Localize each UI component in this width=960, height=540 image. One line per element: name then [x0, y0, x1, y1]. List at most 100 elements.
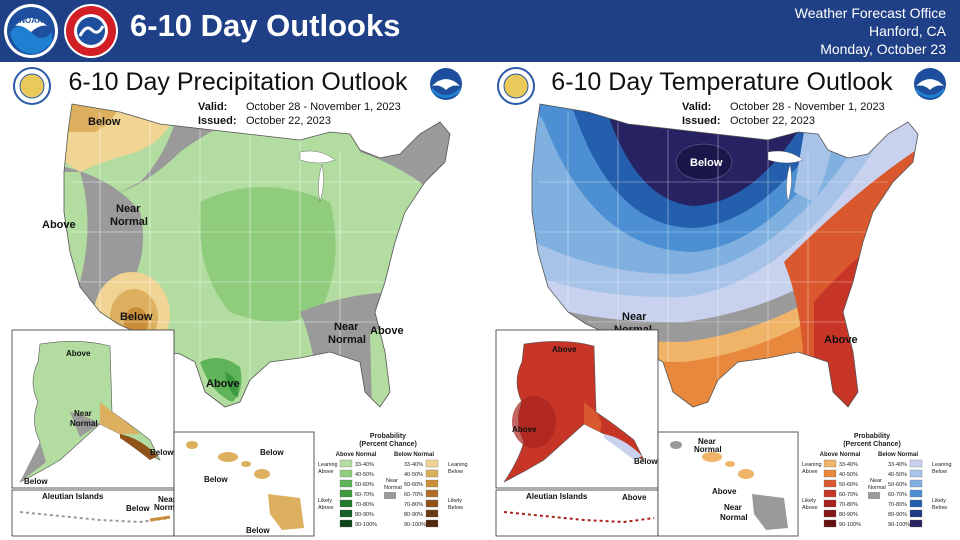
doc-seal-icon	[13, 67, 51, 105]
temp-hi-label-normal2: Normal	[720, 513, 748, 522]
precip-legend-above-range: 50-60%	[355, 482, 374, 488]
temp-legend-below-header: Below Normal	[878, 452, 918, 458]
temp-legend-leaning-above2: Above	[802, 469, 818, 475]
precip-legend-above-swatch	[339, 469, 353, 478]
temp-legend-leaning-above1: Leaning	[802, 462, 822, 468]
precip-label-normal: Normal	[110, 216, 148, 228]
precip-label-above-se: Above	[370, 325, 404, 337]
temp-legend-below-swatch	[909, 499, 923, 508]
precip-legend-above-header: Above Normal	[336, 452, 377, 458]
temp-valid-label: Valid:	[682, 101, 712, 113]
precip-valid-label: Valid:	[198, 101, 228, 113]
precip-legend-below-swatch	[425, 499, 439, 508]
temp-legend-below-swatch	[909, 509, 923, 518]
precip-map: Below Above Near Normal Below Above Near…	[11, 67, 468, 537]
temp-legend-below-swatch	[909, 469, 923, 478]
precip-issued-label: Issued:	[198, 115, 237, 127]
temp-legend-above-range: 40-50%	[839, 472, 858, 478]
precip-legend-near-swatch	[384, 492, 396, 499]
temp-legend-above-swatch	[823, 459, 837, 468]
temp-legend-above-swatch	[823, 519, 837, 528]
temp-legend-above-range: 90-100%	[839, 522, 861, 528]
precip-legend-likely-above1: Likely	[318, 498, 332, 504]
precip-legend-below-range: 70-80%	[404, 502, 423, 508]
temp-legend-above-range: 33-40%	[839, 462, 858, 468]
temp-legend-near2: Normal	[868, 485, 886, 491]
temp-valid: Valid: October 28 - November 1, 2023	[682, 101, 885, 113]
precip-legend-above-range: 90-100%	[355, 522, 377, 528]
noaa-small-logo	[430, 68, 462, 100]
precip-aleutian-title: Aleutian Islands	[42, 492, 104, 501]
precip-legend-above-range: 80-90%	[355, 512, 374, 518]
temp-aleutian-above: Above	[622, 493, 647, 502]
temp-legend-near-swatch	[868, 492, 880, 499]
precip-ak-label-below-se: Below	[150, 448, 174, 457]
precip-ak-label-below-w: Below	[24, 477, 48, 486]
precip-aleutian-below: Below	[126, 504, 150, 513]
precip-legend-title2: (Percent Chance)	[359, 441, 417, 448]
precip-issued-date: October 22, 2023	[246, 115, 332, 127]
precip-ak-label-near: Near	[74, 409, 92, 418]
temp-issued: Issued: October 22, 2023	[682, 115, 815, 127]
temp-legend-above-swatch	[823, 499, 837, 508]
precip-legend-below-swatch	[425, 519, 439, 528]
temp-legend-likely-above2: Above	[802, 505, 818, 511]
temp-legend-above-swatch	[823, 489, 837, 498]
temp-legend-below-swatch	[909, 459, 923, 468]
precip-label-below-sw: Below	[120, 311, 153, 323]
precip-alaska-inset: Above Near Normal Below Below	[11, 329, 175, 489]
temp-issued-date: October 22, 2023	[730, 115, 816, 127]
precip-legend-below-range: 80-90%	[404, 512, 423, 518]
temp-hi-label-normal1: Normal	[694, 445, 722, 454]
temp-issued-label: Issued:	[682, 115, 721, 127]
temp-legend-near1: Near	[870, 478, 882, 484]
temp-ak-label-below-se: Below	[634, 457, 658, 466]
temp-legend-above-range: 50-60%	[839, 482, 858, 488]
precip-label-above-tx: Above	[206, 378, 240, 390]
precip-ak-label-above: Above	[66, 349, 91, 358]
temp-legend-below-swatch	[909, 489, 923, 498]
precip-legend: Probability (Percent Chance) Above Norma…	[318, 433, 468, 528]
precip-aleutian-near: Near	[158, 495, 176, 504]
precip-legend-below-swatch	[425, 489, 439, 498]
temp-outlook-panel: Below Near Normal Above Above Above Belo…	[484, 62, 960, 540]
temp-hawaii-inset: Near Normal Above Near Normal	[657, 431, 799, 537]
temp-legend-above-range: 80-90%	[839, 512, 858, 518]
office-name: Weather Forecast Office	[794, 5, 946, 21]
precip-label-above-w: Above	[42, 219, 76, 231]
precip-label-near-se: Near	[334, 321, 359, 333]
precip-hi-label-below3: Below	[246, 526, 270, 535]
precip-hawaii-inset: Below Below Below	[173, 431, 315, 537]
temp-hi-label-above: Above	[712, 487, 737, 496]
temp-legend-title2: (Percent Chance)	[843, 441, 901, 448]
temp-ak-label-above-n: Above	[552, 345, 577, 354]
temp-ak-label-above-sw: Above	[512, 425, 537, 434]
temp-legend-likely-below2: Below	[932, 505, 947, 511]
precip-legend-above-swatch	[339, 479, 353, 488]
temp-legend-below-swatch	[909, 479, 923, 488]
precip-legend-likely-below1: Likely	[448, 498, 462, 504]
precip-legend-leaning-below2: Below	[448, 469, 463, 475]
precip-aleutian-inset: Aleutian Islands Below Near Normal	[11, 489, 182, 537]
precip-label-normal-se: Normal	[328, 334, 366, 346]
precip-legend-leaning-above1: Leaning	[318, 462, 338, 468]
precip-legend-below-swatch	[425, 509, 439, 518]
noaa-logo: NOAA	[4, 4, 58, 58]
noaa-small-logo	[914, 68, 946, 100]
precip-legend-above-range: 33-40%	[355, 462, 374, 468]
precip-legend-near2: Normal	[384, 485, 402, 491]
temp-legend-above-swatch	[823, 479, 837, 488]
precip-legend-above-swatch	[339, 509, 353, 518]
temp-label-above-se: Above	[824, 334, 858, 346]
temp-legend-above-range: 60-70%	[839, 492, 858, 498]
temp-aleutian-inset: Aleutian Islands Above	[495, 489, 659, 537]
temp-label-below-n: Below	[690, 157, 723, 169]
temp-legend: Probability (Percent Chance) Above Norma…	[802, 433, 952, 528]
precip-label-near: Near	[116, 203, 141, 215]
precip-valid: Valid: October 28 - November 1, 2023	[198, 101, 401, 113]
precip-hi-label-below2: Below	[204, 475, 228, 484]
temp-legend-below-range: 80-90%	[888, 512, 907, 518]
precip-legend-leaning-above2: Above	[318, 469, 334, 475]
temp-hi-label-near2: Near	[724, 503, 742, 512]
issue-date: Monday, October 23	[820, 41, 946, 57]
